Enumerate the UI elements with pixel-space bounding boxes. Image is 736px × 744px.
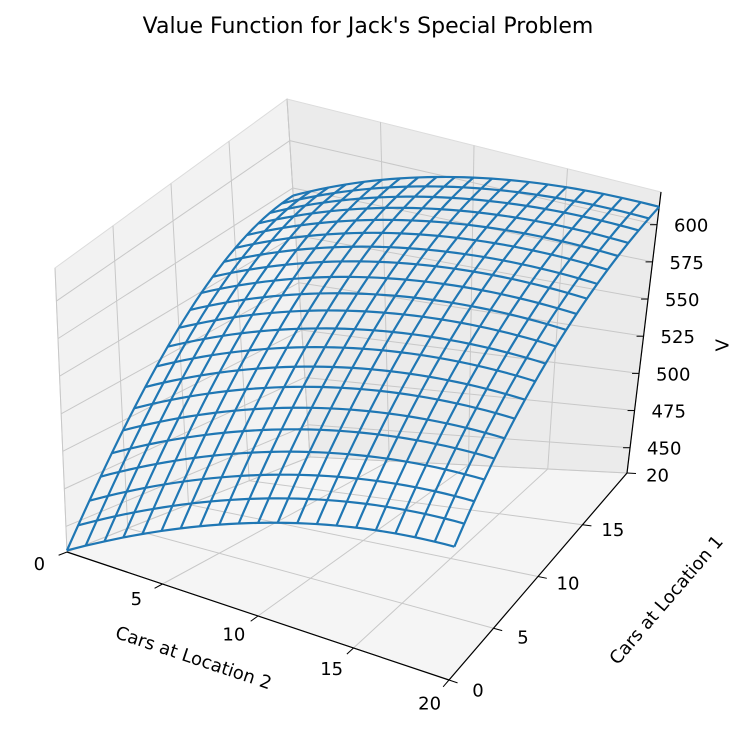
surface-column-line [141,180,365,535]
gridline-floor-y [188,504,539,577]
y-tick-label: 20 [646,466,669,487]
surface-column-line [65,194,294,551]
x-tick-label: 20 [418,694,441,715]
surface-column-line [394,193,605,534]
x-tick-label: 0 [34,554,45,575]
z-tick-label: 500 [656,364,690,385]
surface-column-line [276,177,493,524]
x-tick-label: 15 [320,659,343,680]
x-tick-mark [58,551,68,556]
y-tick-label: 10 [557,574,580,595]
surface-column-line [335,183,549,527]
z-tick-label: 600 [674,216,708,237]
gridline-back-z [289,140,658,226]
tick-labels: 0 5 10 15 20 0 5 10 15 20 450 475 500 525 550 575 600 [34,216,709,715]
gridline-left-y [54,267,68,553]
gridline-left-z [57,187,293,340]
z-tick-label: 525 [661,327,695,348]
surface-column-line [160,178,383,532]
x-tick-mark [442,679,450,688]
surface-column-line [103,186,329,542]
y-tick-label: 5 [517,627,528,648]
x-tick-mark [346,647,354,655]
x-axis-label: Cars at Location 2 [113,622,274,694]
surface-wireframe [65,175,661,552]
y-tick-label: 15 [601,520,624,541]
surface-column-line [433,201,642,543]
surface-column-line [355,186,568,529]
y-tick-mark [448,679,458,684]
gridline-back-z [304,376,635,412]
z-axis-line [626,191,662,474]
surface-column-line [296,179,512,524]
gridline-left-y [112,225,129,529]
y-tick-mark [493,627,503,632]
y-tick-mark [582,524,592,527]
surface-column-line [218,176,438,526]
gridline-back-z [301,329,640,374]
z-tick-label: 450 [647,439,681,460]
surface-column-line [257,176,475,524]
y-axis-label: Cars at Location 1 [605,532,727,669]
surface-column-line [237,176,456,524]
z-tick-label: 575 [670,253,704,274]
surface-column-line [315,181,530,525]
surface-column-line [198,176,420,527]
chart-title: Value Function for Jack's Special Proble… [143,14,594,39]
gridline-back-x [547,168,568,470]
surface-column-line [453,206,661,548]
y-tick-label: 0 [472,681,483,702]
x-tick-label: 10 [222,624,245,645]
z-axis-label: V [713,338,734,351]
surface-column-line [414,197,623,538]
z-tick-label: 550 [665,290,699,311]
gridline-back-z [298,282,644,337]
surface-column-line [122,183,347,538]
surface-column-line [84,190,312,547]
y-tick-mark [537,576,547,579]
z-tick-label: 475 [652,402,686,423]
gridline-left-z [56,140,290,302]
surface-column-line [374,189,586,531]
x-tick-mark [250,615,259,622]
gridline-back-x [380,122,390,462]
surface-column-line [179,177,401,529]
gridline-floor-y [249,480,583,526]
x-tick-mark [154,583,163,589]
gridline-floor-y [127,527,494,629]
x-tick-label: 5 [131,589,142,610]
axes [58,191,662,688]
